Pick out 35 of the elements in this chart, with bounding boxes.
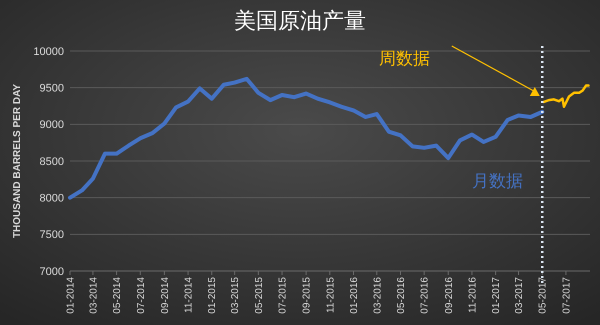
y-tick-label: 8000 [40,192,64,205]
x-tick-label: 05-2015 [254,276,265,314]
x-tick-label: 01-2014 [66,276,76,314]
y-tick-label: 7000 [40,266,64,278]
x-tick-label: 07-2014 [136,276,147,314]
x-tick-label: 07-2017 [561,276,572,314]
x-tick-label: 01-2017 [491,276,502,314]
series-label: 月数据 [472,172,523,192]
x-tick-label: 01-2015 [207,276,218,314]
chart-title: 美国原油产量 [234,9,366,34]
x-tick-label: 01-2016 [348,276,360,314]
y-tick-label: 9500 [40,82,64,95]
y-tick-label: 7500 [40,229,64,242]
x-tick-label: 05-2017 [538,276,549,314]
line-series [542,84,590,108]
x-tick-label: 09-2014 [160,276,171,314]
x-tick-label: 05-2014 [112,276,124,314]
y-tick-label: 8500 [40,156,64,168]
y-axis-title: THOUSAND BARRELS PER DAY [12,84,23,238]
x-tick-label: 11-2016 [467,276,478,313]
text: 周数据 [378,48,430,69]
x-tick-label: 09-2015 [302,276,313,314]
x-tick-label: 03-2015 [230,276,242,314]
x-tick-label: 09-2016 [444,276,455,314]
y-tick-label: 9000 [40,119,64,132]
x-tick-label: 11-2015 [325,276,336,313]
x-tick-label: 03-2017 [514,276,526,314]
x-tick-label: 07-2016 [420,276,431,314]
x-tick-label: 07-2015 [278,276,289,314]
x-tick-label: 05-2016 [396,276,407,314]
x-tick-label: 11-2014 [184,276,195,313]
line-series [68,76,544,200]
x-tick-label: 03-2014 [88,276,100,314]
y-tick-label: 10000 [33,46,64,58]
x-tick-label: 03-2016 [372,276,384,314]
